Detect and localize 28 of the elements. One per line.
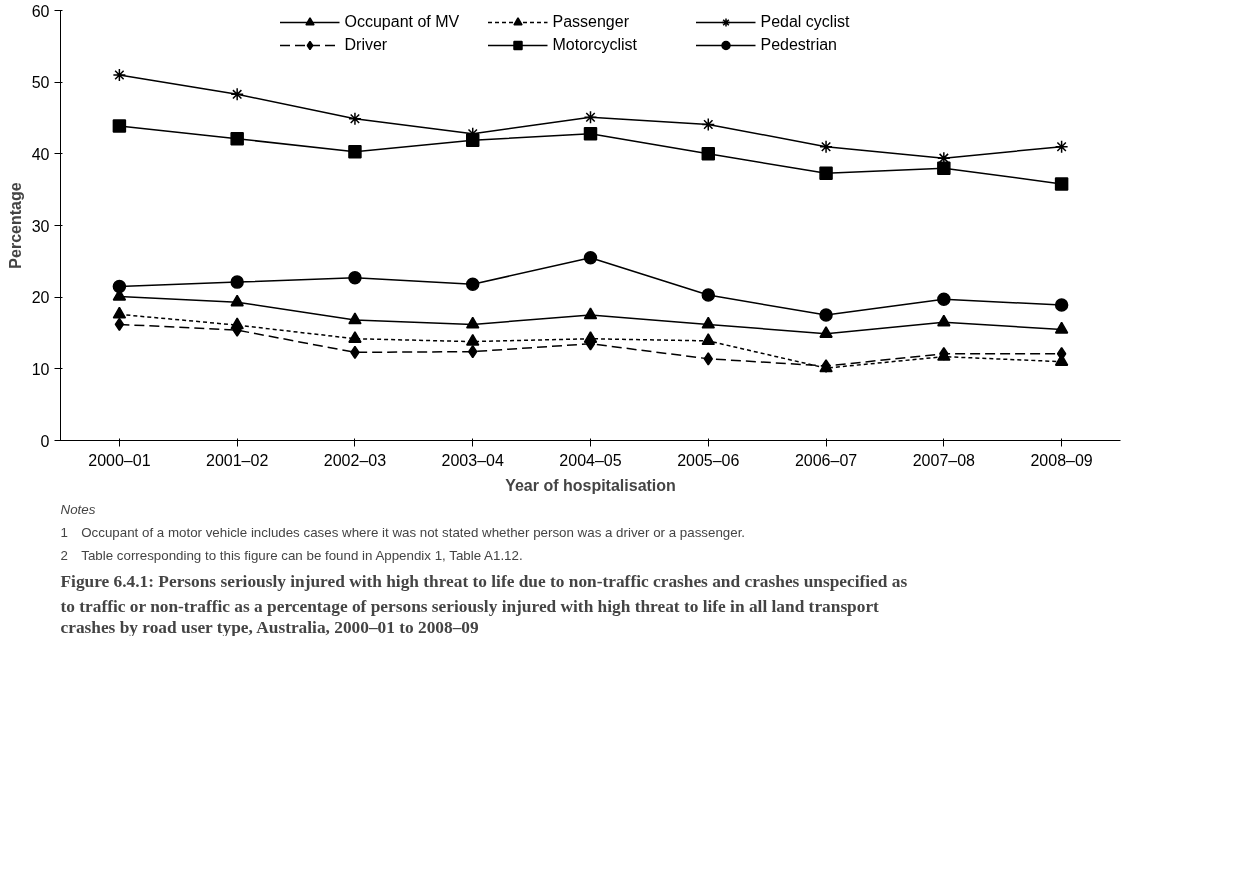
y-tick-label: 10 — [31, 360, 50, 378]
legend-label: Passenger — [552, 13, 630, 31]
y-axis-title: Percentage — [6, 182, 24, 269]
x-tick-label: 2006–07 — [794, 451, 858, 469]
legend-label: Driver — [344, 36, 389, 54]
x-tick-label: 2008–09 — [1030, 451, 1093, 469]
y-tick-label: 60 — [31, 2, 50, 20]
y-tick-label: 30 — [31, 217, 50, 235]
x-tick-label: 2000–01 — [88, 451, 151, 469]
y-tick-label: 50 — [31, 74, 50, 92]
y-tick-label: 40 — [31, 145, 50, 163]
y-tick-label: 0 — [40, 432, 50, 450]
x-tick-label: 2007–08 — [912, 451, 976, 469]
x-axis-title: Year of hospitalisation — [505, 476, 676, 494]
legend-label: Motorcyclist — [552, 36, 638, 54]
x-tick-label: 2001–02 — [206, 451, 269, 469]
y-tick-label: 20 — [31, 289, 50, 307]
text: 2 Table corresponding to this figure can be found in Appendix 1, Table A1.12. — [60, 547, 523, 563]
x-tick-label: 2005–06 — [677, 451, 740, 469]
text: 1 Occupant of a motor vehicle includes cases where it was not stated whether person was a driver or a passenger. — [60, 524, 746, 540]
legend-label: Occupant of MV — [344, 13, 461, 31]
legend-label: Pedestrian — [760, 36, 838, 54]
x-tick-label: 2002–03 — [323, 451, 387, 469]
text: Figure 6.4.1: Persons seriously injured with high threat to life due to non-traffic crashes and crashes unspecified as to traffic or non-traffic as a percentage of persons seriously injured with high threat to life in all land transport crashes by road user type, Australia, 2000–01 to 2008–09 — [60, 571, 908, 637]
x-tick-label: 2003–04 — [441, 451, 504, 469]
x-tick-label: 2004–05 — [559, 451, 622, 469]
legend-label: Pedal cyclist — [760, 13, 851, 31]
text: Notes — [60, 501, 96, 517]
